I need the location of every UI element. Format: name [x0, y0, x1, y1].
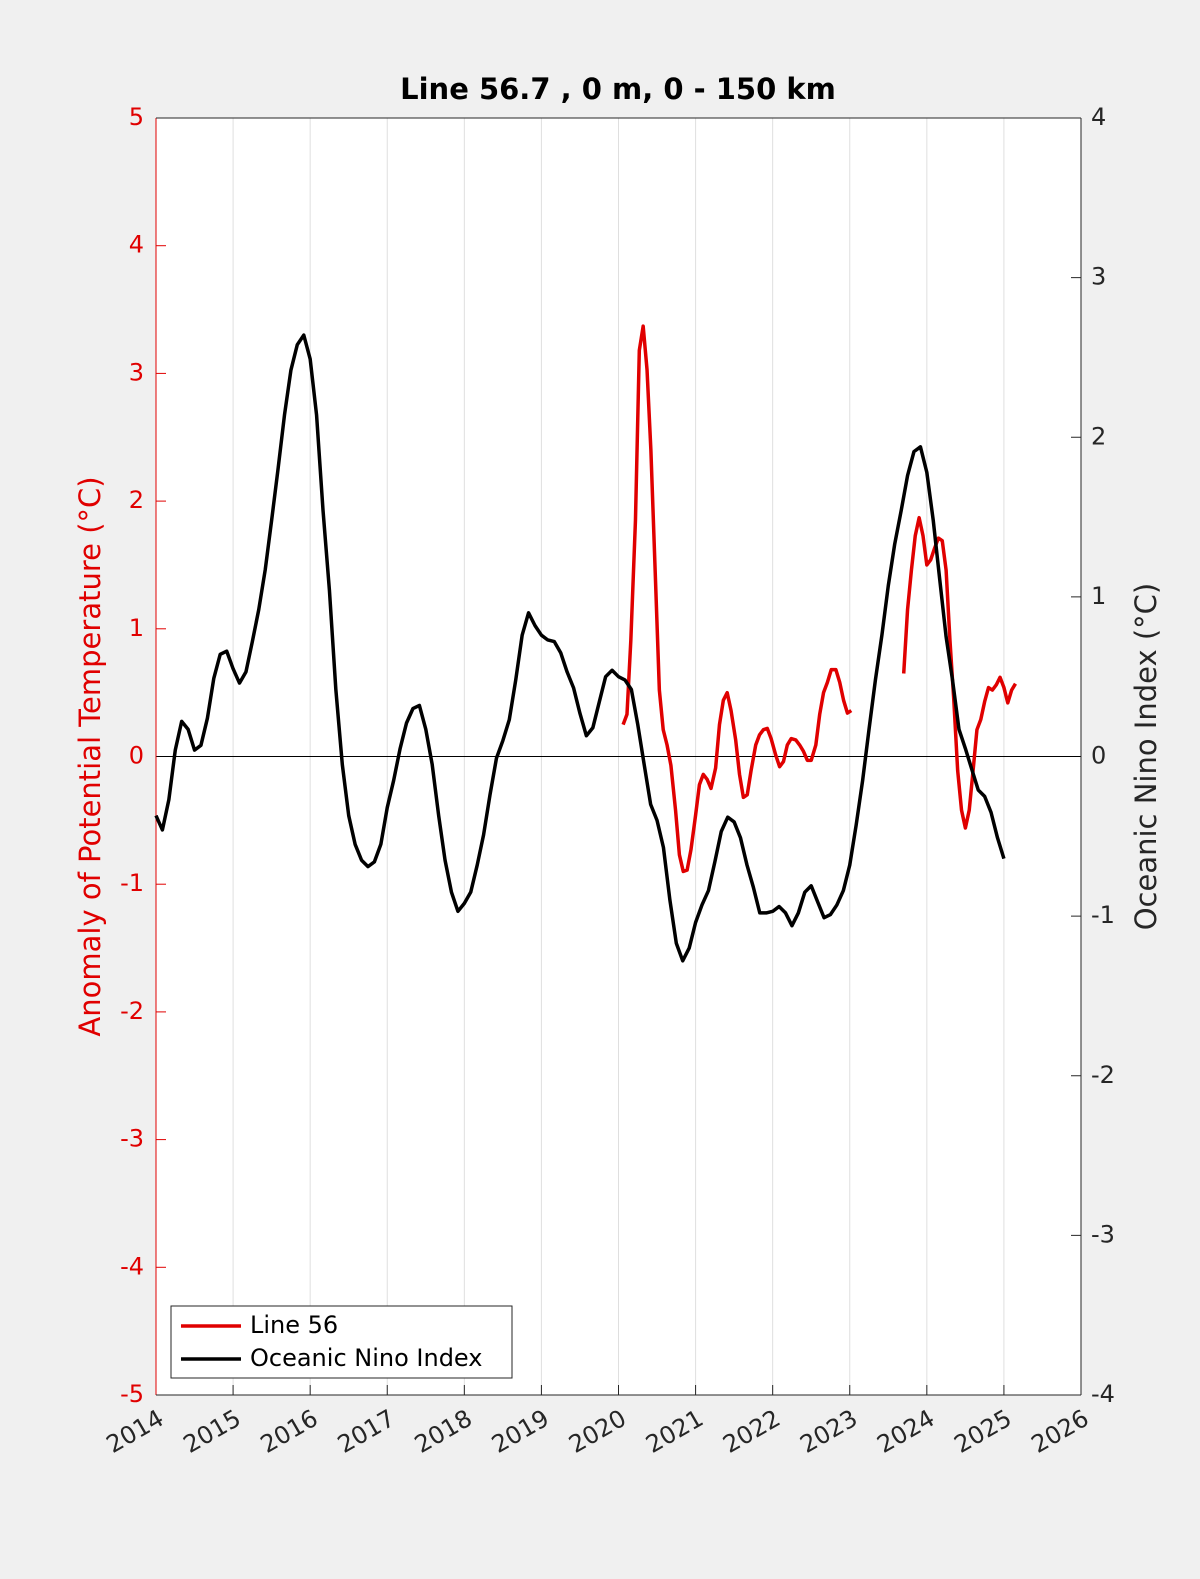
y2-tick-label: 1: [1091, 582, 1106, 610]
y2-tick-label: -2: [1091, 1061, 1115, 1089]
x-tick-label: 2015: [179, 1404, 246, 1459]
x-tick-label: 2022: [718, 1404, 785, 1459]
y-tick-label: 1: [129, 614, 144, 642]
x-tick-label: 2020: [564, 1404, 631, 1459]
chart-title: Line 56.7 , 0 m, 0 - 150 km: [400, 72, 836, 106]
legend-label: Oceanic Nino Index: [250, 1344, 482, 1372]
y2-tick-label: 3: [1091, 263, 1106, 291]
y2-tick-label: -1: [1091, 901, 1115, 929]
series-line: [621, 324, 1017, 874]
y2-axis-label: Oceanic Nino Index (°C): [1129, 583, 1163, 931]
y-tick-label: 4: [129, 231, 144, 259]
x-tick-label: 2014: [102, 1404, 169, 1459]
y2-tick-label: 4: [1091, 103, 1106, 131]
y-tick-label: 3: [129, 358, 144, 386]
y-tick-label: 0: [129, 742, 144, 770]
y-tick-label: -4: [120, 1252, 144, 1280]
x-tick-label: 2021: [641, 1404, 708, 1459]
x-tick-label: 2017: [333, 1404, 400, 1459]
y2-tick-label: -4: [1091, 1380, 1115, 1408]
legend-box: [170, 1305, 513, 1379]
x-tick-label: 2016: [256, 1404, 323, 1459]
x-tick-label: 2024: [872, 1404, 939, 1459]
y-tick-label: -1: [120, 869, 144, 897]
y2-tick-label: 2: [1091, 422, 1106, 450]
y-tick-label: -2: [120, 997, 144, 1025]
x-tick-label: 2025: [950, 1404, 1017, 1459]
y2-tick-label: 0: [1091, 742, 1106, 770]
legend-label: Line 56: [250, 1311, 338, 1339]
series-line: [154, 333, 1006, 963]
y-axis-label: Anomaly of Potential Temperature (°C): [73, 476, 107, 1036]
x-tick-label: 2019: [487, 1404, 554, 1459]
y-tick-label: 2: [129, 486, 144, 514]
y-tick-label: -3: [120, 1125, 144, 1153]
x-tick-label: 2023: [795, 1404, 862, 1459]
y-tick-label: 5: [129, 103, 144, 131]
x-tick-label: 2026: [1027, 1404, 1094, 1459]
y2-tick-label: -3: [1091, 1220, 1115, 1248]
x-tick-label: 2018: [410, 1404, 477, 1459]
y-tick-label: -5: [120, 1380, 144, 1408]
